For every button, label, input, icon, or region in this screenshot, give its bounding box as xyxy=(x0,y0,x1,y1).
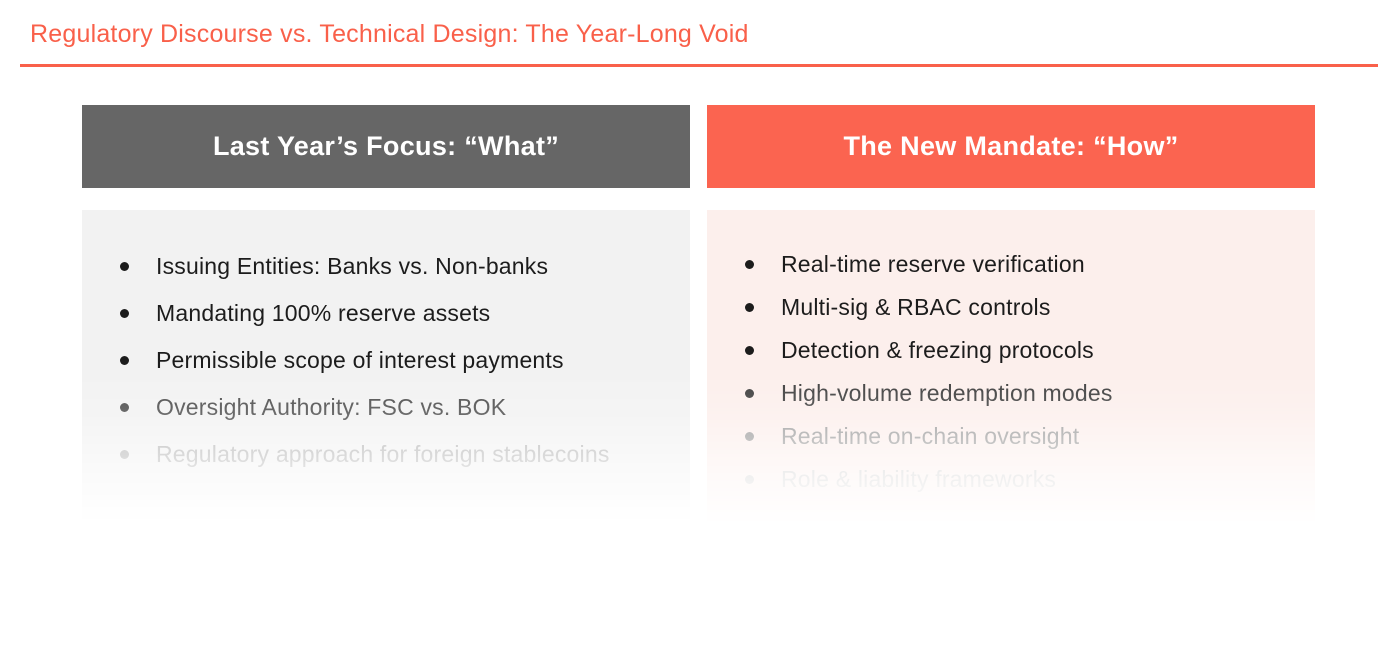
bullet-dot-icon xyxy=(745,303,754,312)
list-item: Oversight Authority: FSC vs. BOK xyxy=(82,384,690,431)
list-item: Permissible scope of interest payments xyxy=(82,337,690,384)
bullet-list-last-year: Issuing Entities: Banks vs. Non-banks Ma… xyxy=(82,243,690,478)
bullet-dot-icon xyxy=(120,356,129,365)
bullet-dot-icon xyxy=(120,403,129,412)
list-item-text: Detection & freezing protocols xyxy=(781,337,1094,363)
page-title: Regulatory Discourse vs. Technical Desig… xyxy=(30,20,749,48)
bullet-dot-icon xyxy=(745,346,754,355)
column-body-last-year-focus: Issuing Entities: Banks vs. Non-banks Ma… xyxy=(82,210,690,525)
comparison-columns: Last Year’s Focus: “What” Issuing Entiti… xyxy=(82,105,1315,525)
list-item: Real-time reserve verification xyxy=(707,243,1315,286)
list-item: Real-time on-chain oversight xyxy=(707,415,1315,458)
bullet-dot-icon xyxy=(745,432,754,441)
list-item: Role & liability frameworks xyxy=(707,458,1315,501)
list-item-text: High-volume redemption modes xyxy=(781,380,1113,406)
column-body-new-mandate: Real-time reserve verification Multi-sig… xyxy=(707,210,1315,525)
column-header-last-year-focus: Last Year’s Focus: “What” xyxy=(82,105,690,188)
list-item-text: Real-time reserve verification xyxy=(781,251,1085,277)
list-item-text: Regulatory approach for foreign stableco… xyxy=(156,441,610,467)
list-item: Mandating 100% reserve assets xyxy=(82,290,690,337)
bullet-dot-icon xyxy=(120,309,129,318)
bullet-list-new-mandate: Real-time reserve verification Multi-sig… xyxy=(707,243,1315,501)
list-item-text: Role & liability frameworks xyxy=(781,466,1057,492)
list-item: Multi-sig & RBAC controls xyxy=(707,286,1315,329)
list-item: Issuing Entities: Banks vs. Non-banks xyxy=(82,243,690,290)
list-item-text: Issuing Entities: Banks vs. Non-banks xyxy=(156,253,549,279)
list-item: High-volume redemption modes xyxy=(707,372,1315,415)
list-item-text: Multi-sig & RBAC controls xyxy=(781,294,1051,320)
list-item: Regulatory approach for foreign stableco… xyxy=(82,431,690,478)
bullet-dot-icon xyxy=(745,475,754,484)
list-item-text: Mandating 100% reserve assets xyxy=(156,300,491,326)
bullet-dot-icon xyxy=(120,262,129,271)
list-item-text: Permissible scope of interest payments xyxy=(156,347,564,373)
bullet-dot-icon xyxy=(120,450,129,459)
column-last-year-focus: Last Year’s Focus: “What” Issuing Entiti… xyxy=(82,105,690,525)
list-item-text: Oversight Authority: FSC vs. BOK xyxy=(156,394,507,420)
column-new-mandate: The New Mandate: “How” Real-time reserve… xyxy=(707,105,1315,525)
list-item: Detection & freezing protocols xyxy=(707,329,1315,372)
bullet-dot-icon xyxy=(745,389,754,398)
bullet-dot-icon xyxy=(745,260,754,269)
title-underline-rule xyxy=(20,64,1378,67)
column-header-new-mandate: The New Mandate: “How” xyxy=(707,105,1315,188)
list-item-text: Real-time on-chain oversight xyxy=(781,423,1080,449)
